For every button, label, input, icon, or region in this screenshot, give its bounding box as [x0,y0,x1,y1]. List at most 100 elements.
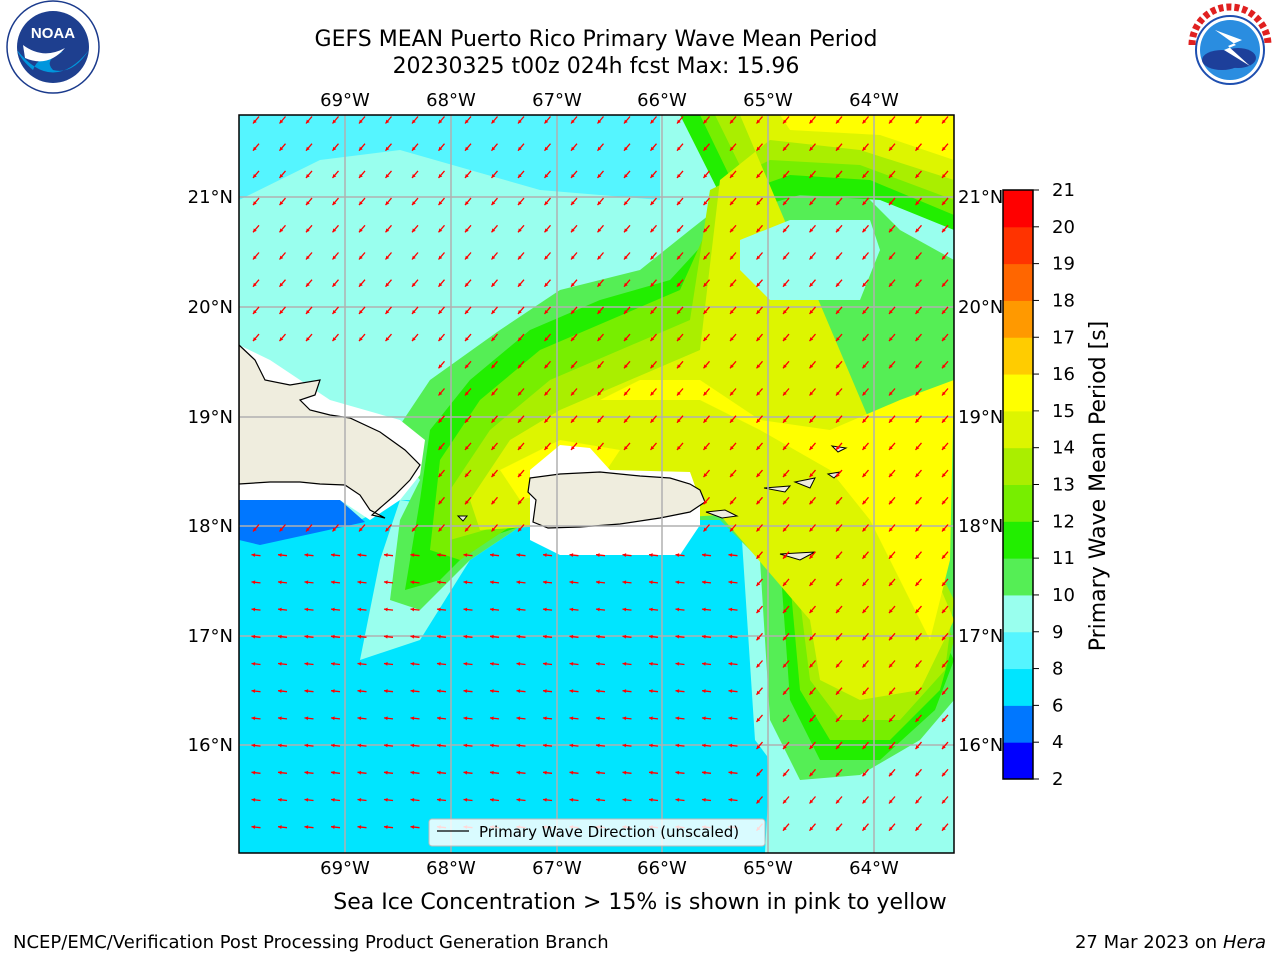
wave-arrow [862,143,869,152]
colorbar-swatch [1003,668,1033,706]
wave-arrow [622,770,632,775]
wave-arrow [623,252,631,260]
wave-arrow [756,170,763,179]
wave-arrow [544,252,551,260]
wave-arrow [703,306,710,315]
wave-arrow [491,333,498,342]
wave-arrow [463,580,473,585]
wave-arrow [756,252,763,260]
wave-arrow [701,689,712,693]
lat-label-left: 21°N [188,187,233,208]
wave-arrow [835,741,843,750]
wave-arrow [464,469,472,478]
wave-arrow [703,442,710,451]
wave-arrow [385,306,392,315]
wave-arrow [517,524,525,532]
wave-arrow [888,388,896,396]
wave-arrow [809,741,816,750]
wave-arrow [862,388,869,396]
wave-arrow [623,143,631,152]
wave-arrow [888,687,896,696]
wave-arrow [676,442,684,451]
wave-arrow [569,553,579,557]
wave-arrow [809,823,816,832]
wave-arrow [728,689,738,693]
wave-arrow [835,768,843,777]
wave-arrow [756,496,763,505]
wave-arrow [411,170,419,179]
wave-arrow [888,551,896,560]
wave-arrow [782,224,790,233]
wave-arrow [570,388,578,396]
wave-arrow [438,116,445,124]
wave-arrow [436,661,447,666]
wave-arrow [570,143,578,152]
wave-arrow [251,689,261,693]
wave-arrow [915,306,922,315]
wave-arrow [491,388,498,396]
wave-arrow [252,306,260,315]
wave-arrow [888,660,896,668]
wave-arrow [756,768,763,777]
wave-arrow [675,580,685,585]
wave-arrow [277,743,288,748]
wave-arrow [436,689,447,693]
wave-arrow [676,306,684,315]
wave-arrow [650,116,657,124]
wave-arrow [544,197,551,206]
wave-arrow [542,661,553,666]
wave-arrow [595,770,606,775]
wave-arrow [623,170,631,179]
colorbar-swatch [1003,190,1033,228]
wave-arrow [544,306,551,315]
wave-arrow [410,797,420,802]
wave-arrow [728,661,738,666]
wave-arrow [277,553,288,557]
wave-arrow [436,770,447,775]
wave-arrow [915,605,922,614]
wave-arrow [357,770,367,775]
wave-arrow [332,224,339,233]
wave-arrow [703,469,710,478]
wave-arrow [305,224,313,233]
wave-arrow [862,170,869,179]
wave-arrow [595,716,606,721]
wave-arrow [252,116,260,124]
wave-arrow [756,143,763,152]
wave-arrow [517,252,525,260]
wave-arrow [385,524,392,532]
wave-arrow [597,170,604,179]
wave-arrow [648,553,659,557]
wave-arrow [729,252,737,260]
wave-arrow [570,442,578,451]
lon-label-top: 66°W [637,90,687,111]
wave-arrow [650,388,657,396]
wave-arrow [279,143,286,152]
wave-arrow [941,388,949,396]
wave-arrow [782,415,790,424]
wave-arrow [279,170,286,179]
wave-arrow [623,224,631,233]
wave-arrow [438,306,445,315]
wave-arrow [888,415,896,424]
wave-arrow [330,580,341,585]
wave-arrow [941,252,949,260]
colorbar-tick-label: 20 [1052,217,1075,238]
wave-arrow [703,252,710,260]
wave-arrow [438,333,445,342]
wave-arrow [782,333,790,342]
wave-arrow [862,687,869,696]
wave-arrow [835,578,843,587]
wave-arrow [517,442,525,451]
wave-arrow [517,116,525,124]
wave-arrow [542,580,553,585]
colorbar-tick-label: 6 [1052,695,1063,716]
wave-arrow [862,741,869,750]
wave-arrow [782,442,790,451]
wave-arrow [941,551,949,560]
wave-arrow [332,306,339,315]
lat-label-left: 17°N [188,626,233,647]
wave-arrow [357,716,367,721]
wave-arrow [941,116,949,124]
wave-arrow [782,197,790,206]
